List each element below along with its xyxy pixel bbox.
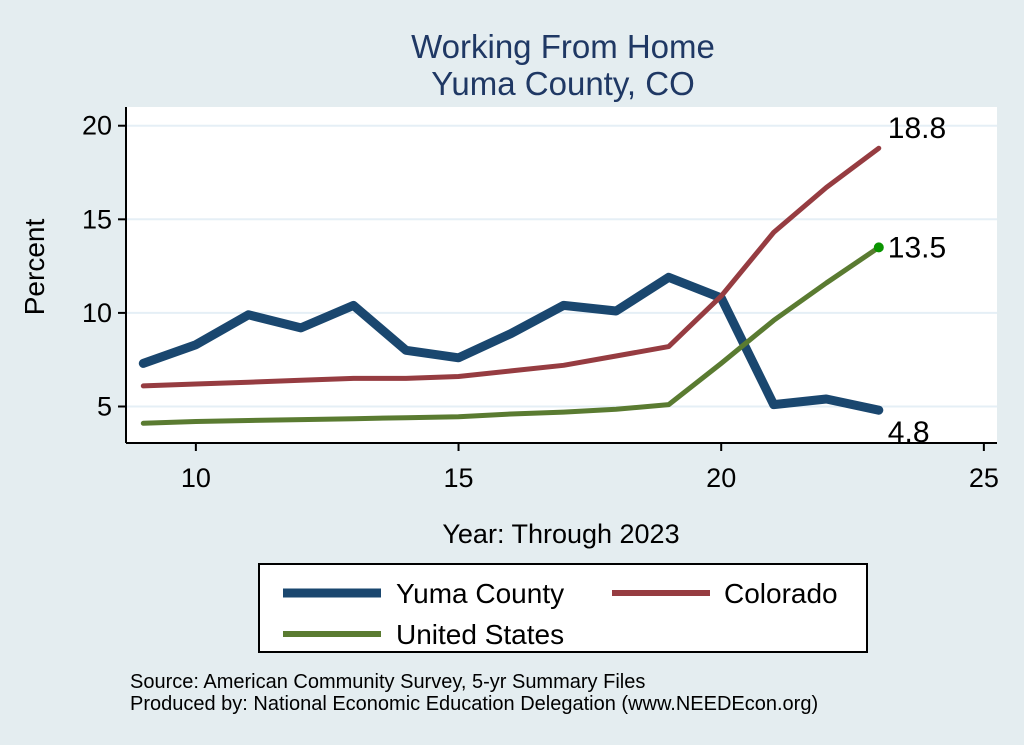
y-tick-label-15: 15 (82, 204, 112, 234)
x-tick-label-25: 25 (969, 463, 999, 493)
source-note: Source: American Community Survey, 5-yr … (130, 671, 645, 693)
end-marker-united-states (873, 242, 884, 253)
axes-and-ticks: 5 10 15 20 10 15 20 25 (82, 107, 999, 493)
legend-swatch-united-states (283, 631, 381, 637)
legend-label-colorado: Colorado (724, 578, 838, 609)
legend-swatch-yuma-county (283, 588, 381, 598)
x-tick-label-20: 20 (706, 463, 736, 493)
x-tick-label-15: 15 (444, 463, 474, 493)
legend-label-united-states: United States (396, 619, 564, 650)
line-colorado (140, 145, 882, 389)
produced-by-note: Produced by: National Economic Education… (130, 693, 818, 715)
y-axis-title: Percent (19, 219, 50, 316)
chart-title-line1: Working From Home (411, 28, 715, 65)
legend: Yuma County Colorado United States (258, 563, 868, 653)
y-tick-label-20: 20 (82, 111, 112, 141)
series-end-labels: 4.8 18.8 13.5 (888, 112, 946, 449)
chart-title-line2: Yuma County, CO (431, 65, 695, 102)
x-tick-label-10: 10 (181, 463, 211, 493)
legend-swatch-colorado (612, 590, 710, 596)
end-label-colorado: 18.8 (888, 112, 946, 145)
y-tick-label-10: 10 (82, 298, 112, 328)
end-label-yuma-county: 4.8 (888, 416, 930, 449)
y-tick-label-5: 5 (97, 391, 112, 421)
legend-swatches (283, 588, 710, 637)
line-yuma-county (138, 272, 884, 415)
end-label-united-states: 13.5 (888, 231, 946, 264)
legend-box (258, 563, 868, 653)
x-axis-title: Year: Through 2023 (442, 519, 679, 549)
legend-label-yuma-county: Yuma County (396, 578, 564, 609)
data-series (138, 145, 884, 426)
line-united-states (140, 244, 882, 426)
plot-area (126, 107, 997, 443)
